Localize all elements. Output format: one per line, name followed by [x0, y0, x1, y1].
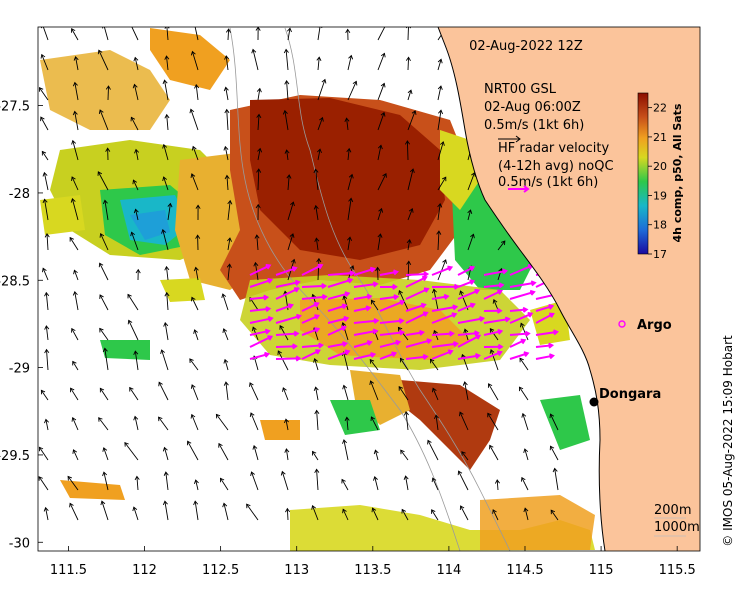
isobath-contours — [229, 27, 511, 551]
y-tick-label: -27.5 — [0, 100, 30, 115]
x-tick-label: 112 — [132, 563, 157, 578]
y-tick-label: -29.5 — [0, 449, 30, 464]
model-scale-label: 0.5m/s (1kt 6h) — [484, 118, 584, 133]
isobath-1000m: 1000m — [654, 520, 700, 535]
hf-radar-vectors — [249, 263, 563, 362]
colorbar-tick-label: 22 — [653, 102, 667, 115]
credit-text: © IMOS 05-Aug-2022 15:09 Hobart — [721, 335, 735, 547]
hf-label-line1: HF radar velocity — [498, 141, 610, 156]
map-title: 02-Aug-2022 12Z — [469, 39, 583, 54]
y-tick-label: -30 — [9, 536, 30, 551]
x-tick-label: 111.5 — [50, 563, 87, 578]
dongara-label: Dongara — [599, 387, 661, 402]
dongara-marker — [589, 397, 599, 407]
land-mass — [438, 27, 700, 551]
x-tick-label: 114 — [436, 563, 461, 578]
x-tick-label: 113 — [284, 563, 309, 578]
argo-marker — [618, 320, 626, 328]
colorbar-tick-label: 20 — [653, 160, 667, 173]
model-label-line1: NRT00 GSL — [484, 82, 557, 97]
colorbar-tick-label: 21 — [653, 131, 667, 144]
x-tick-label: 113.5 — [354, 563, 391, 578]
hf-scale-label: 0.5m/s (1kt 6h) — [498, 175, 598, 190]
isobath-200m: 200m — [654, 503, 691, 518]
x-tick-label: 114.5 — [506, 563, 543, 578]
hf-label-line2: (4-12h avg) noQC — [498, 159, 614, 174]
colorbar-title: 4h comp, p50, All Sats — [671, 103, 684, 242]
y-axis: -27.5 -28 -28.5 -29 -29.5 -30 — [0, 100, 43, 551]
x-axis: 111.5 112 112.5 113 113.5 114 114.5 115 115.5 — [50, 546, 696, 578]
argo-label: Argo — [637, 318, 672, 333]
x-tick-label: 112.5 — [202, 563, 239, 578]
x-tick-label: 115.5 — [659, 563, 696, 578]
colorbar-tick-label: 19 — [653, 189, 667, 202]
model-label-line2: 02-Aug 06:00Z — [484, 100, 581, 115]
y-tick-label: -28.5 — [0, 274, 30, 289]
colorbar-tick-label: 17 — [653, 248, 667, 261]
plot-frame — [37, 26, 701, 552]
x-tick-label: 115 — [589, 563, 614, 578]
y-tick-label: -28 — [9, 187, 30, 202]
colorbar-tick-label: 18 — [653, 219, 667, 232]
y-tick-label: -29 — [9, 362, 30, 377]
colorbar: 22 21 20 19 18 17 4h comp, p50, All Sats — [637, 92, 684, 261]
